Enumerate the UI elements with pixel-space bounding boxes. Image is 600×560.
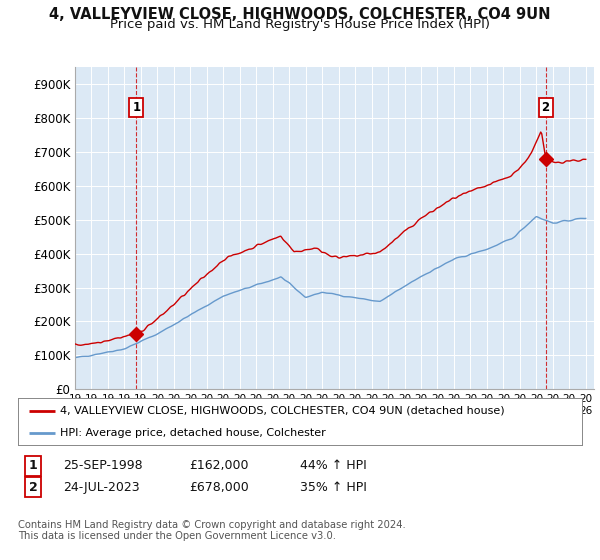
Text: 2: 2 bbox=[541, 101, 550, 114]
Text: 44% ↑ HPI: 44% ↑ HPI bbox=[300, 459, 367, 473]
Text: Price paid vs. HM Land Registry's House Price Index (HPI): Price paid vs. HM Land Registry's House … bbox=[110, 18, 490, 31]
Text: 35% ↑ HPI: 35% ↑ HPI bbox=[300, 480, 367, 494]
Text: 4, VALLEYVIEW CLOSE, HIGHWOODS, COLCHESTER, CO4 9UN: 4, VALLEYVIEW CLOSE, HIGHWOODS, COLCHEST… bbox=[49, 7, 551, 22]
Text: 1: 1 bbox=[133, 101, 140, 114]
Text: £678,000: £678,000 bbox=[189, 480, 249, 494]
Text: 4, VALLEYVIEW CLOSE, HIGHWOODS, COLCHESTER, CO4 9UN (detached house): 4, VALLEYVIEW CLOSE, HIGHWOODS, COLCHEST… bbox=[60, 406, 505, 416]
Text: HPI: Average price, detached house, Colchester: HPI: Average price, detached house, Colc… bbox=[60, 428, 326, 438]
Text: 24-JUL-2023: 24-JUL-2023 bbox=[63, 480, 140, 494]
Text: 2: 2 bbox=[29, 480, 37, 494]
Text: 25-SEP-1998: 25-SEP-1998 bbox=[63, 459, 143, 473]
Text: £162,000: £162,000 bbox=[189, 459, 248, 473]
Text: Contains HM Land Registry data © Crown copyright and database right 2024.
This d: Contains HM Land Registry data © Crown c… bbox=[18, 520, 406, 542]
Text: 1: 1 bbox=[29, 459, 37, 473]
